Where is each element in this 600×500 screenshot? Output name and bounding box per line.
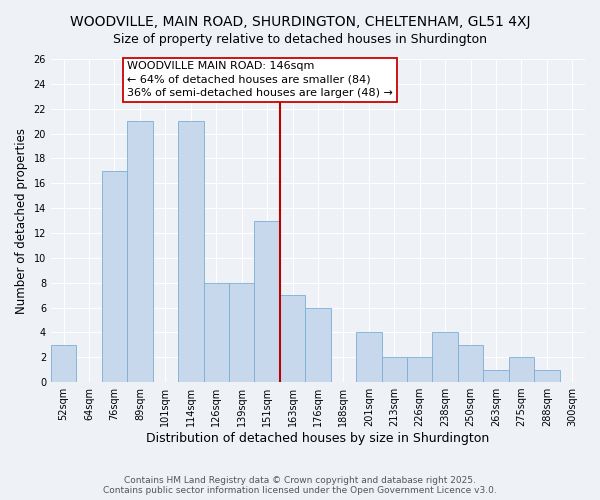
Bar [458, 345, 483, 382]
Text: WOODVILLE, MAIN ROAD, SHURDINGTON, CHELTENHAM, GL51 4XJ: WOODVILLE, MAIN ROAD, SHURDINGTON, CHELT… [70, 15, 530, 29]
Bar [534, 370, 560, 382]
Text: WOODVILLE MAIN ROAD: 146sqm
← 64% of detached houses are smaller (84)
36% of sem: WOODVILLE MAIN ROAD: 146sqm ← 64% of det… [127, 62, 393, 98]
Text: Contains HM Land Registry data © Crown copyright and database right 2025.
Contai: Contains HM Land Registry data © Crown c… [103, 476, 497, 495]
Bar [203, 282, 229, 382]
Bar [305, 308, 331, 382]
Bar [483, 370, 509, 382]
Bar [229, 282, 254, 382]
Bar [102, 171, 127, 382]
Bar [407, 357, 433, 382]
Bar [254, 220, 280, 382]
Bar [127, 121, 152, 382]
Bar [356, 332, 382, 382]
X-axis label: Distribution of detached houses by size in Shurdington: Distribution of detached houses by size … [146, 432, 490, 445]
Y-axis label: Number of detached properties: Number of detached properties [15, 128, 28, 314]
Bar [178, 121, 203, 382]
Bar [382, 357, 407, 382]
Bar [509, 357, 534, 382]
Text: Size of property relative to detached houses in Shurdington: Size of property relative to detached ho… [113, 32, 487, 46]
Bar [51, 345, 76, 382]
Bar [433, 332, 458, 382]
Bar [280, 295, 305, 382]
